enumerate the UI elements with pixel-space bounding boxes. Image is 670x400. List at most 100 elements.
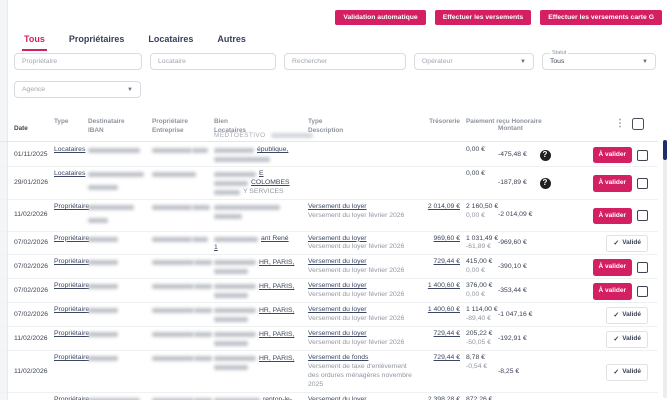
redacted-text [88, 217, 108, 223]
a-valider-button[interactable]: À valider [592, 146, 632, 164]
type-link[interactable]: Propriétaire [54, 258, 90, 266]
a-valider-button[interactable]: À valider [592, 259, 632, 276]
type-link[interactable]: Propriétaire [54, 354, 90, 362]
tab-locataires[interactable]: Locataires [148, 34, 194, 44]
row-checkbox[interactable] [637, 285, 648, 297]
cell-destinataire [88, 258, 152, 271]
chevron-down-icon: ▼ [520, 58, 526, 65]
type-link[interactable]: Propriétaire [54, 306, 90, 314]
tresorerie-link[interactable]: 2 398,28 € [427, 395, 460, 400]
cell-type: Propriétaire [54, 282, 90, 291]
a-valider-button[interactable]: À valider [592, 175, 632, 192]
bien-link[interactable]: HR, PARIS, [259, 330, 295, 338]
tab-autres[interactable]: Autres [217, 34, 246, 44]
tresorerie-link[interactable]: 729,44 € [433, 330, 460, 338]
redacted-text [214, 181, 248, 186]
a-valider-button[interactable]: À valider [592, 207, 632, 225]
redacted-text [214, 341, 248, 347]
tresorerie-link[interactable]: 969,60 € [433, 234, 460, 242]
description-title-link[interactable]: Versement du loyer [308, 330, 367, 338]
description-title-link[interactable]: Versement du loyer [308, 258, 367, 266]
redacted-text [214, 269, 248, 275]
type-link[interactable]: Propriétaire [54, 330, 90, 338]
cell-action: ✓ Validé [606, 330, 658, 349]
operateur-select[interactable]: Opérateur ▼ [414, 53, 534, 70]
redacted-text [214, 356, 256, 362]
bien-link[interactable]: E [259, 170, 264, 178]
description-title-link[interactable]: Versement du loyer [308, 306, 367, 314]
redacted-text [192, 236, 208, 242]
bien-link[interactable]: HR, PARIS, [259, 354, 295, 362]
bien-link: Y SERVICES [243, 188, 284, 196]
honoraire-value: 0,00 € [466, 211, 485, 219]
bien-line: COLOMBES [214, 179, 304, 188]
validation-automatique-button[interactable]: Validation automatique [335, 10, 426, 25]
bien-link[interactable]: COLOMBES [251, 179, 290, 187]
tab-proprietaires[interactable]: Propriétaires [68, 34, 125, 44]
row-checkbox[interactable] [637, 261, 648, 273]
valide-button[interactable]: ✓ Validé [606, 330, 648, 349]
bien-link[interactable]: HR, PARIS, [259, 258, 295, 266]
tresorerie-link[interactable]: 1 400,60 € [427, 282, 460, 290]
redacted-text [194, 308, 212, 314]
locataire-input[interactable] [150, 53, 276, 70]
bien-line: HR, PARIS, [214, 258, 304, 267]
bien-link[interactable]: épublique, [257, 146, 289, 154]
type-link[interactable]: Propriétaire [54, 234, 90, 242]
proprietaire-input[interactable] [14, 53, 142, 70]
statut-select[interactable]: Statut Tous ▼ [542, 50, 656, 70]
redacted-text [214, 317, 248, 323]
row-checkbox[interactable] [637, 149, 648, 161]
cell-description: Versement du loyer Versement du loyer fév… [308, 330, 420, 348]
cell-tresorerie: 2 398,28 € [420, 396, 460, 400]
bien-link[interactable]: renton-le- [263, 395, 293, 400]
agence-select[interactable]: Agence ▼ [14, 81, 141, 98]
description-title-link[interactable]: Versement du loyer [308, 282, 367, 290]
column-header-date: Date [14, 125, 28, 133]
vertical-scrollbar[interactable] [663, 140, 667, 398]
cell-montant: -187,89 € [498, 179, 536, 188]
bien-line [214, 315, 304, 324]
tresorerie-link[interactable]: 729,44 € [433, 258, 460, 266]
filter-bar: Opérateur ▼ Statut Tous ▼ [14, 50, 656, 70]
bien-link[interactable]: ant René [261, 234, 289, 242]
bien-line: renton-le- [214, 396, 304, 400]
type-link[interactable]: Locataires [54, 170, 86, 177]
table-row: 31/01/2026Propriétairerenton-le-Versemen… [0, 393, 658, 400]
description-title-link[interactable]: Versement du loyer [308, 203, 367, 210]
bien-link[interactable]: HR, PARIS, [259, 282, 295, 290]
select-all-checkbox[interactable] [632, 118, 644, 130]
description-title-link[interactable]: Versement de fonds [308, 354, 369, 362]
tresorerie-link[interactable]: 729,44 € [433, 354, 460, 362]
paiement-value: 415,00 € [466, 258, 493, 266]
scrollbar-thumb[interactable] [663, 140, 667, 160]
question-icon: ? [539, 178, 551, 189]
tab-tous[interactable]: Tous [22, 33, 47, 51]
description-title-link[interactable]: Versement du loyer [308, 395, 367, 400]
redacted-text [152, 284, 194, 290]
bien-text[interactable]: 1 [214, 243, 218, 251]
effectuer-versements-button[interactable]: Effectuer les versements [434, 10, 532, 25]
type-link[interactable]: Propriétaire [54, 395, 90, 400]
row-checkbox[interactable] [637, 210, 648, 222]
redacted-text [192, 148, 208, 153]
valide-button[interactable]: ✓ Validé [606, 363, 648, 381]
type-link[interactable]: Locataires [54, 146, 86, 153]
type-link[interactable]: Propriétaire [54, 282, 90, 290]
bien-link[interactable]: HR, PARIS, [259, 306, 295, 314]
a-valider-button[interactable]: À valider [592, 283, 632, 300]
column-menu-icon[interactable]: ⋮ [615, 118, 625, 129]
tresorerie-link[interactable]: 1 400,60 € [427, 306, 460, 314]
cell-bien: HR, PARIS, [214, 282, 308, 300]
cell-tresorerie: 1 400,60 € [420, 306, 460, 315]
search-input[interactable] [284, 53, 406, 70]
valide-button[interactable]: ✓ Validé [606, 235, 648, 253]
type-link[interactable]: Propriétaire [54, 203, 90, 210]
effectuer-versements-carte-g-button[interactable]: Effectuer les versements carte G [540, 10, 662, 25]
row-checkbox[interactable] [637, 178, 648, 189]
tresorerie-link[interactable]: 2 014,09 € [427, 203, 460, 210]
statut-select-value: Tous [550, 58, 565, 65]
bien-line [214, 155, 304, 164]
description-title-link[interactable]: Versement du loyer [308, 234, 367, 242]
valide-button[interactable]: ✓ Validé [606, 306, 648, 325]
